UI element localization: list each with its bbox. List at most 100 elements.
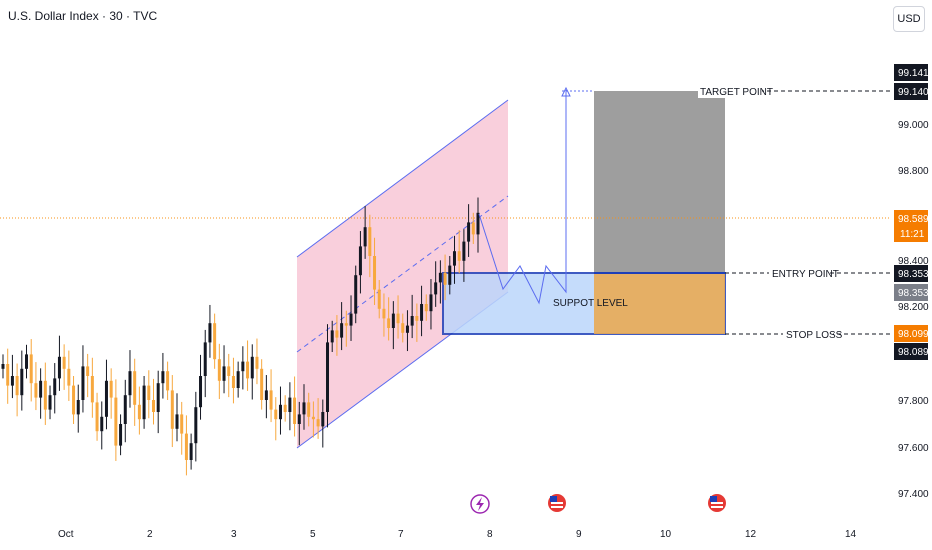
candle-body [250,356,254,379]
candle-body [57,356,61,379]
candle-body [358,246,362,276]
price-tag-countdown: 11:21 [900,229,925,240]
target-label-bg [698,84,762,98]
candle-body [133,371,137,405]
x-tick-label: 8 [487,529,493,540]
entry-point-label: ENTRY POINT [772,269,839,280]
candle-body [405,325,409,333]
candle-body [119,424,123,446]
candle-body [363,227,367,247]
candle-body [260,368,264,400]
y-tick-label: 97.600 [898,443,929,454]
candle-body [396,313,400,324]
candle-body [67,368,71,386]
bullish-channel[interactable] [297,100,508,448]
target-zone[interactable] [594,91,725,273]
stop-loss-label: STOP LOSS [786,330,843,341]
candle-body [340,323,344,338]
candle-body [255,356,259,369]
candle-body [208,323,212,343]
candle-body [344,323,348,326]
candle-body [354,275,358,314]
candle-body [29,354,33,384]
candle-body [429,294,433,312]
lightning-event-icon[interactable] [470,494,490,514]
candle-body [123,395,127,424]
candle-body [269,390,273,410]
candle-body [410,316,414,326]
candle-body [467,222,471,242]
candle-body [147,385,151,400]
candle-body [231,376,235,388]
candle-body [180,414,184,434]
candle-body [438,272,442,283]
candle-body [39,380,43,398]
candle-body [222,366,226,381]
price-tag-bg [894,265,928,282]
candle-body [264,390,268,400]
candle-body [368,227,372,256]
x-tick-label: 7 [398,529,404,540]
stop-label-bg [783,327,833,341]
price-tag-bg [894,343,928,360]
candle-body [382,308,386,319]
candle-body [462,241,466,261]
candle-body [1,364,5,369]
candle-body [34,383,38,398]
x-tick-label: 3 [231,529,237,540]
us-flag-event-icon[interactable] [708,494,726,512]
candle-body [311,416,315,420]
entry-label-bg [769,266,829,280]
candle-body [25,354,29,369]
candle-body [236,371,240,388]
price-tag-bg [894,210,928,242]
candle-body [100,416,104,432]
candle-body [217,359,221,381]
price-tag-current: 98.589 [898,214,929,225]
target-point-label: TARGET POINT [700,87,773,98]
candle-body [109,380,113,398]
candle-body [274,409,278,420]
candle-body [434,282,438,295]
x-tick-label: 9 [576,529,582,540]
candle-body [241,361,245,372]
candle-body [194,407,198,444]
candle-body [156,383,160,412]
x-tick-label: 12 [745,529,757,540]
candle-body [391,313,395,328]
candle-body [43,380,47,410]
price-tag-stop: 98.099 [898,329,929,340]
candle-body [104,380,108,417]
candle-body [326,342,330,412]
x-tick-label: 5 [310,529,316,540]
candle-body [278,404,282,420]
channel-upper-line[interactable] [296,99,509,258]
candle-body [316,419,320,427]
candle-body [142,385,146,420]
candle-body [166,371,170,391]
x-tick-label: 14 [845,529,857,540]
candle-body [161,371,165,384]
candle-body [15,376,19,396]
x-tick-label: 10 [660,529,672,540]
price-tag-target: 99.140 [898,87,929,98]
price-tag-target-high: 99.141 [898,68,929,79]
candle-body [53,378,57,396]
price-tag-entry-gray: 98.353 [898,288,929,299]
us-flag-event-icon[interactable] [548,494,566,512]
currency-button[interactable]: USD [893,6,925,32]
candle-body [293,397,297,424]
y-tick-label: 98.200 [898,302,929,313]
price-tag-bg [894,325,928,342]
y-tick-label: 97.400 [898,489,929,500]
stop-zone[interactable] [594,273,725,334]
candle-body [330,330,334,343]
candle-body [377,289,381,309]
candle-body [307,402,311,417]
candle-body [175,414,179,429]
candle-body [246,361,250,379]
candle-body [203,342,207,376]
candle-body [424,304,428,312]
price-tag-bg [894,284,928,301]
